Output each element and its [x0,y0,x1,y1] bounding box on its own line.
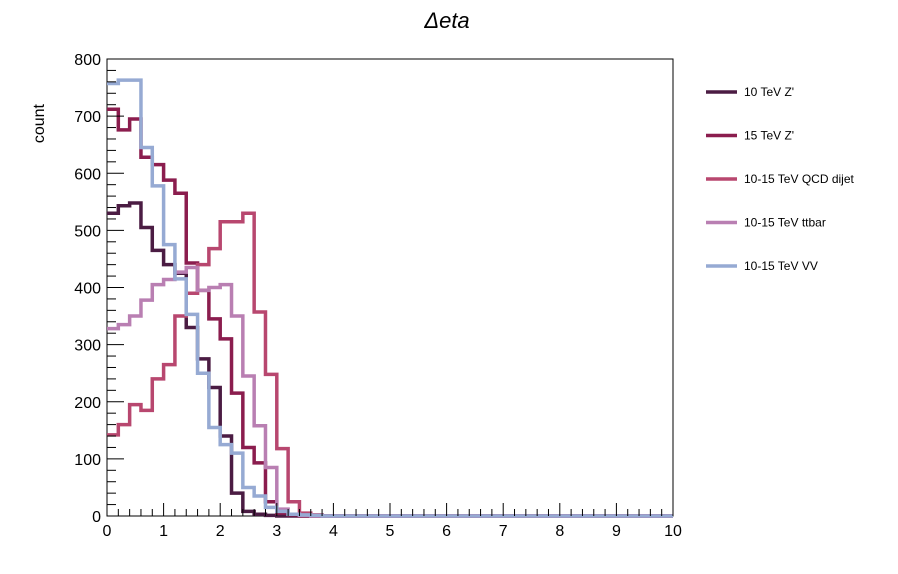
y-axis-label: count [31,103,48,143]
x-tick-label: 4 [329,523,338,540]
legend-label-2: 10-15 TeV QCD dijet [744,172,855,186]
y-tick-label: 400 [74,281,101,298]
y-tick-label: 300 [74,338,101,355]
x-tick-label: 6 [442,523,451,540]
x-tick-label: 0 [103,523,112,540]
legend-label-0: 10 TeV Z' [744,85,794,99]
series-line-2 [107,211,673,518]
y-tick-label: 500 [74,223,101,240]
y-tick-label: 200 [74,395,101,412]
x-tick-label: 2 [216,523,225,540]
chart-title: Δeta [423,8,469,33]
y-tick-label: 100 [74,452,101,469]
series-line-0 [107,201,673,518]
y-tick-label: 0 [92,509,101,526]
plot-frame [106,58,674,517]
legend-label-3: 10-15 TeV ttbar [744,216,826,230]
histogram-series [107,78,673,518]
x-tick-label: 8 [555,523,564,540]
legend: 10 TeV Z' 15 TeV Z' 10-15 TeV QCD dijet 10-… [706,85,855,273]
legend-label-1: 15 TeV Z' [744,129,794,143]
x-tick-label: 10 [664,523,682,540]
x-tick-label: 7 [499,523,508,540]
x-tick-label: 9 [612,523,621,540]
y-tick-label: 600 [74,166,101,183]
x-tick-label: 3 [272,523,281,540]
legend-label-4: 10-15 TeV VV [744,259,818,273]
y-tick-label: 800 [74,52,101,69]
series-line-4 [107,78,673,518]
series-line-3 [107,265,673,518]
x-tick-label: 5 [386,523,395,540]
x-tick-label: 1 [159,523,168,540]
y-tick-label: 700 [74,109,101,126]
